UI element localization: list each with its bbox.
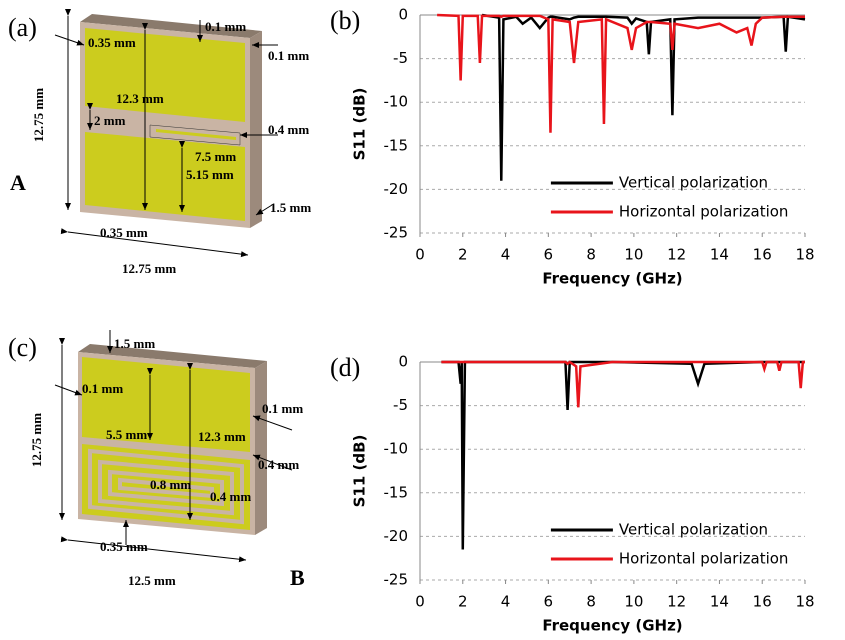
panel-label: (c)	[8, 333, 37, 362]
dimension-label: 12.75 mm	[122, 261, 176, 276]
y-tick-label: -20	[384, 180, 409, 198]
dimension-label: 12.75 mm	[29, 413, 44, 467]
dimension-label: 1.5 mm	[270, 200, 311, 215]
antenna-a: (a) 0.1 mm 0.35 mm 0.1 mm 12.3 mm 12.75 …	[8, 13, 311, 276]
x-tick-label: 18	[795, 593, 814, 611]
x-tick-label: 0	[415, 593, 425, 611]
x-tick-label: 16	[753, 593, 772, 611]
dimension-label: 0.8 mm	[150, 477, 191, 492]
x-tick-label: 10	[624, 246, 643, 264]
legend-label: Vertical polarization	[619, 174, 768, 192]
x-tick-label: 10	[624, 593, 643, 611]
y-tick-label: 0	[398, 6, 408, 24]
y-tick-label: -10	[384, 440, 409, 458]
dimension-label: 12.75 mm	[31, 88, 46, 142]
dimension-label: 0.4 mm	[258, 457, 299, 472]
dimension-label: 0.35 mm	[100, 539, 148, 554]
x-tick-label: 18	[795, 246, 814, 264]
dimension-label: 0.35 mm	[100, 225, 148, 240]
antenna-label: B	[290, 565, 305, 590]
y-tick-label: -15	[384, 483, 409, 501]
x-tick-label: 6	[544, 593, 554, 611]
series-line	[441, 362, 805, 407]
y-axis-title: S11 (dB)	[351, 435, 369, 508]
y-tick-label: -15	[384, 136, 409, 154]
dimension-label: 0.1 mm	[82, 381, 123, 396]
x-tick-label: 2	[458, 593, 468, 611]
dimension-label: 5.15 mm	[186, 167, 234, 182]
dimension-label: 0.35 mm	[88, 35, 136, 50]
x-tick-label: 8	[586, 593, 596, 611]
legend-label: Horizontal polarization	[619, 203, 789, 221]
x-tick-label: 2	[458, 246, 468, 264]
y-tick-label: -20	[384, 527, 409, 545]
y-tick-label: -25	[384, 571, 409, 589]
x-axis-title: Frequency (GHz)	[542, 270, 682, 288]
dimension-label: 0.1 mm	[205, 19, 246, 34]
x-tick-label: 8	[586, 246, 596, 264]
dimension-label: 0.4 mm	[210, 489, 251, 504]
x-tick-label: 14	[710, 593, 729, 611]
x-tick-label: 4	[501, 246, 511, 264]
charts: 0 -5 -10 -15 -20 -25 0 2 4 6 8 10 12 14 16 18 Frequency …	[330, 6, 815, 635]
y-tick-label: -5	[393, 396, 408, 414]
dimension-label: 12.5 mm	[128, 573, 176, 588]
series-line	[437, 15, 805, 133]
legend-label: Horizontal polarization	[619, 550, 789, 568]
dimension-label: 7.5 mm	[195, 149, 236, 164]
panel-label: (b)	[330, 6, 360, 35]
x-axis-title: Frequency (GHz)	[542, 617, 682, 635]
dimension-label: 0.1 mm	[262, 401, 303, 416]
y-tick-label: -10	[384, 93, 409, 111]
series-line	[482, 15, 805, 181]
x-tick-label: 6	[544, 246, 554, 264]
y-tick-label: 0	[398, 353, 408, 371]
panel-label: (d)	[330, 353, 360, 382]
dimension-label: 2 mm	[94, 113, 126, 128]
dimension-label: 5.5 mm	[106, 427, 147, 442]
x-tick-label: 16	[753, 246, 772, 264]
x-tick-label: 12	[667, 593, 686, 611]
legend-label: Vertical polarization	[619, 521, 768, 539]
dimension-label: 12.3 mm	[198, 429, 246, 444]
y-tick-label: -25	[384, 224, 409, 242]
dimension-label: 0.1 mm	[268, 48, 309, 63]
antenna-b: (c) 1.5 mm 0.1 mm 0.1 mm 5.5 mm 12.3 mm …	[8, 330, 305, 590]
figure: (a) 0.1 mm 0.35 mm 0.1 mm 12.3 mm 12.75 …	[0, 0, 845, 640]
x-tick-label: 14	[710, 246, 729, 264]
dimension-label: 1.5 mm	[114, 336, 155, 351]
dimension-label: 12.3 mm	[116, 91, 164, 106]
y-tick-label: -5	[393, 49, 408, 67]
x-tick-label: 0	[415, 246, 425, 264]
panel-label: (a)	[8, 13, 37, 42]
dimension-label: 0.4 mm	[268, 122, 309, 137]
y-axis-title: S11 (dB)	[351, 88, 369, 161]
x-tick-label: 12	[667, 246, 686, 264]
antenna-label: A	[10, 170, 26, 195]
x-tick-label: 4	[501, 593, 511, 611]
